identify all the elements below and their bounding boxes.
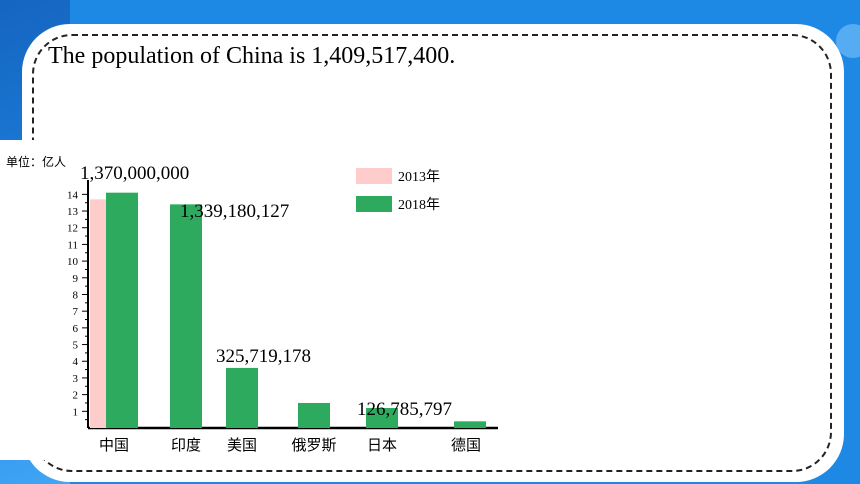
value-annotation-4: 126,785,797: [357, 399, 452, 420]
y-tick-label: 8: [73, 289, 79, 301]
legend-label-2: 2018年: [398, 197, 440, 213]
bar-2018-1: [106, 192, 138, 428]
y-tick-label: 11: [67, 239, 78, 251]
legend-swatch-2: [356, 196, 392, 212]
y-tick-label: 5: [73, 340, 79, 352]
chart-axes: [87, 180, 498, 430]
legend: 2013年 2018年: [356, 168, 440, 213]
x-label-2: 印度: [171, 437, 201, 454]
y-tick-label: 14: [67, 189, 79, 201]
y-tick-label: 2: [73, 390, 79, 402]
y-tick-label: 9: [73, 273, 79, 285]
value-annotation-3: 325,719,178: [216, 346, 311, 367]
value-annotations: 1,370,000,000 1,339,180,127 325,719,178 126…: [80, 163, 452, 420]
y-tick-label: 1: [73, 406, 79, 418]
bar-2018-3: [226, 367, 258, 428]
legend-label-1: 2013年: [398, 169, 440, 185]
legend-swatch-1: [356, 168, 392, 184]
y-tick-label: 13: [67, 206, 79, 218]
bar-2018-6: [454, 421, 486, 428]
x-label-3: 美国: [227, 437, 257, 454]
bars: [90, 192, 486, 428]
y-tick-label: 6: [73, 323, 79, 335]
x-label-6: 德国: [451, 436, 481, 454]
value-annotation-1: 1,370,000,000: [80, 163, 189, 184]
y-tick-label: 4: [73, 356, 79, 368]
bar-2018-4: [298, 402, 330, 428]
x-label-5: 日本: [367, 437, 397, 454]
x-label-1: 中国: [99, 437, 129, 454]
y-tick-label: 12: [67, 223, 78, 235]
x-tick-labels: 中国 印度 美国 俄罗斯 日本 德国: [99, 436, 481, 454]
value-annotation-2: 1,339,180,127: [180, 201, 289, 222]
bar-2018-5: [366, 407, 398, 428]
x-label-4: 俄罗斯: [291, 437, 336, 454]
chart-panel: 单位：亿人 1 2 3 4 5 6 7 8 9 10 11 12 13 14 中国 印度 美国 俄罗斯 日本 德国 …: [0, 140, 520, 460]
y-tick-label: 10: [67, 256, 79, 268]
y-tick-label: 3: [73, 373, 79, 385]
headline-text: The population of China is 1,409,517,400…: [48, 43, 456, 69]
y-tick-label: 7: [73, 306, 79, 318]
bar-2018-2: [170, 204, 202, 428]
y-unit-label: 单位：亿人: [6, 154, 66, 169]
bar-2013-1: [90, 199, 106, 428]
